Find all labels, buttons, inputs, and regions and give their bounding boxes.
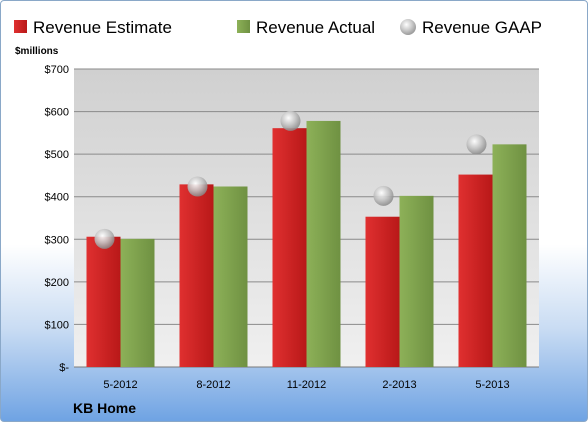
x-tick-label: 2-2013 — [382, 379, 416, 391]
gaap-markers — [94, 110, 487, 249]
y-axis-unit-label: $millions — [15, 46, 59, 57]
y-tick-label: $- — [59, 362, 69, 374]
marker-revenue-gaap — [94, 228, 115, 249]
marker-revenue-gaap — [373, 185, 394, 206]
marker-revenue-gaap — [466, 134, 487, 155]
legend-swatch-revenue-estimate — [14, 20, 27, 33]
legend-label-revenue-actual: Revenue Actual — [256, 18, 375, 37]
x-tick-label: 8-2012 — [196, 379, 230, 391]
bar-revenue-actual — [120, 238, 155, 367]
legend: Revenue Estimate Revenue Actual Revenue … — [14, 18, 542, 37]
legend-label-revenue-estimate: Revenue Estimate — [33, 18, 172, 37]
bar-revenue-actual — [492, 144, 527, 367]
y-tick-label: $600 — [45, 107, 69, 119]
bar-revenue-estimate — [365, 216, 400, 367]
y-tick-label: $300 — [45, 234, 69, 246]
bar-revenue-estimate — [458, 174, 493, 367]
bar-revenue-actual — [399, 195, 434, 367]
company-label: KB Home — [73, 400, 136, 416]
legend-swatch-revenue-actual — [237, 20, 250, 33]
y-tick-label: $500 — [45, 149, 69, 161]
y-tick-label: $400 — [45, 192, 69, 204]
legend-label-revenue-gaap: Revenue GAAP — [422, 18, 542, 37]
x-axis-ticks: 5-2012 8-2012 11-2012 2-2013 5-2013 — [103, 379, 509, 391]
marker-revenue-gaap — [280, 110, 301, 131]
x-tick-label: 5-2013 — [475, 379, 509, 391]
y-axis-ticks: $- $100 $200 $300 $400 $500 $600 $700 — [45, 64, 70, 374]
y-tick-label: $200 — [45, 277, 69, 289]
bar-revenue-estimate — [272, 128, 307, 367]
x-tick-label: 5-2012 — [103, 379, 137, 391]
y-tick-label: $700 — [45, 64, 69, 76]
bar-revenue-estimate — [179, 184, 214, 367]
y-tick-label: $100 — [45, 319, 69, 331]
bar-revenue-estimate — [86, 236, 121, 367]
bar-revenue-actual — [213, 186, 248, 367]
bar-revenue-actual — [306, 120, 341, 368]
x-tick-label: 11-2012 — [287, 379, 327, 391]
bars — [86, 120, 527, 368]
legend-marker-revenue-gaap — [400, 19, 416, 35]
marker-revenue-gaap — [187, 176, 208, 197]
